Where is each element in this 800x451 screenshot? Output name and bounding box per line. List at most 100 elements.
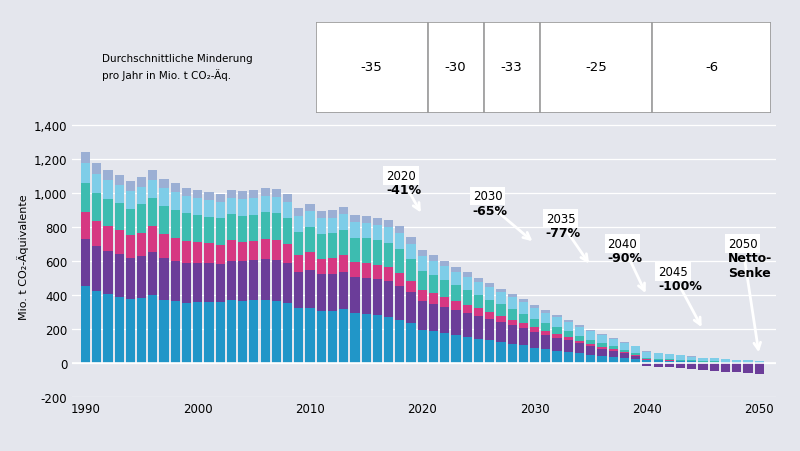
Text: -41%: -41% <box>386 184 422 197</box>
Bar <box>507 309 517 320</box>
Bar <box>507 295 517 298</box>
Bar <box>687 363 696 369</box>
Bar <box>462 337 472 363</box>
Bar <box>204 244 214 263</box>
Bar <box>676 360 685 361</box>
Bar <box>553 327 562 334</box>
Bar <box>395 249 405 274</box>
Bar <box>114 204 124 231</box>
Bar <box>148 227 158 252</box>
Bar <box>518 346 528 363</box>
Bar <box>485 287 494 300</box>
Bar <box>238 192 247 200</box>
Bar <box>530 308 539 319</box>
Bar <box>126 209 135 236</box>
Bar <box>103 181 113 199</box>
Bar <box>609 357 618 363</box>
Text: -6: -6 <box>705 61 718 74</box>
Bar <box>148 180 158 198</box>
Bar <box>373 265 382 280</box>
Bar <box>642 359 651 360</box>
Bar <box>485 341 494 363</box>
Bar <box>182 214 191 241</box>
Bar <box>564 331 573 337</box>
Bar <box>261 240 270 259</box>
Bar <box>586 346 595 355</box>
Text: 2040: 2040 <box>607 238 638 250</box>
Bar <box>227 198 236 214</box>
Bar <box>518 324 528 329</box>
Bar <box>518 300 528 303</box>
Bar <box>575 327 584 336</box>
Bar <box>418 251 427 257</box>
Bar <box>496 316 506 322</box>
Bar <box>485 313 494 320</box>
Bar <box>362 263 370 279</box>
Bar <box>261 188 270 196</box>
Bar <box>216 303 225 363</box>
Bar <box>429 276 438 294</box>
Bar <box>395 286 405 320</box>
Bar <box>542 331 550 335</box>
Bar <box>81 287 90 363</box>
Bar <box>103 251 113 295</box>
Bar <box>339 255 348 272</box>
Bar <box>575 341 584 344</box>
Bar <box>362 216 370 223</box>
Bar <box>339 272 348 309</box>
Bar <box>81 164 90 184</box>
Bar <box>339 215 348 230</box>
Bar <box>462 277 472 290</box>
Bar <box>170 210 180 238</box>
Bar <box>238 216 247 242</box>
Bar <box>406 292 416 324</box>
Text: 2045: 2045 <box>658 266 688 278</box>
Bar <box>170 302 180 363</box>
Bar <box>575 336 584 341</box>
Bar <box>429 256 438 261</box>
Bar <box>170 193 180 210</box>
Bar <box>462 305 472 313</box>
Bar <box>250 215 258 241</box>
Bar <box>103 170 113 181</box>
Bar <box>395 234 405 249</box>
Bar <box>148 170 158 180</box>
Bar <box>721 359 730 362</box>
Bar <box>362 279 370 314</box>
Bar <box>586 330 595 331</box>
Bar <box>328 211 337 218</box>
Bar <box>317 259 326 275</box>
Bar <box>474 317 483 339</box>
Bar <box>530 332 539 348</box>
Bar <box>204 193 214 201</box>
Bar <box>216 219 225 245</box>
Bar <box>429 261 438 276</box>
Text: -35: -35 <box>360 61 382 74</box>
Bar <box>676 356 685 360</box>
Text: -65%: -65% <box>473 204 508 217</box>
Bar <box>418 257 427 272</box>
Bar <box>339 230 348 255</box>
Bar <box>373 225 382 241</box>
Bar <box>575 344 584 354</box>
Bar <box>542 335 550 350</box>
Bar <box>216 202 225 219</box>
Bar <box>564 341 573 352</box>
Bar <box>676 363 685 368</box>
Bar <box>620 354 629 358</box>
Bar <box>283 263 292 304</box>
Bar <box>283 304 292 363</box>
Bar <box>114 175 124 185</box>
Bar <box>518 329 528 346</box>
Bar <box>451 285 461 301</box>
Bar <box>665 359 674 361</box>
Bar <box>350 277 359 313</box>
Bar <box>306 228 314 253</box>
Bar <box>698 361 708 362</box>
Bar <box>126 259 135 299</box>
Bar <box>373 315 382 363</box>
Bar <box>283 219 292 245</box>
Bar <box>193 190 202 198</box>
Bar <box>362 239 370 263</box>
Bar <box>418 302 427 330</box>
